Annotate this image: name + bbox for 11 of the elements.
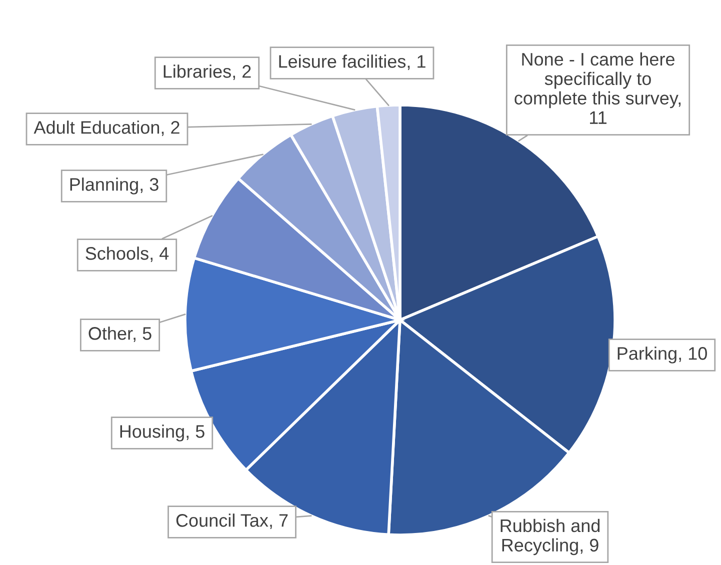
slice-label: Leisure facilities, 1 <box>279 54 426 70</box>
slice-label: Adult Education, 2 <box>34 120 180 136</box>
slice-label: Rubbish and Recycling, 9 <box>500 518 600 556</box>
slice-label: Housing, 5 <box>120 424 204 442</box>
slice-label: None - I came here specifically to complete this survey, 11 <box>514 52 681 124</box>
slice-label: Schools, 4 <box>86 246 169 262</box>
slice-label: Council Tax, 7 <box>176 514 288 529</box>
slice-label: Libraries, 2 <box>164 64 251 80</box>
slice-label: Planning, 3 <box>70 178 158 194</box>
slice-label: Parking, 10 <box>618 346 707 364</box>
slice-label: Other, 5 <box>88 326 152 342</box>
